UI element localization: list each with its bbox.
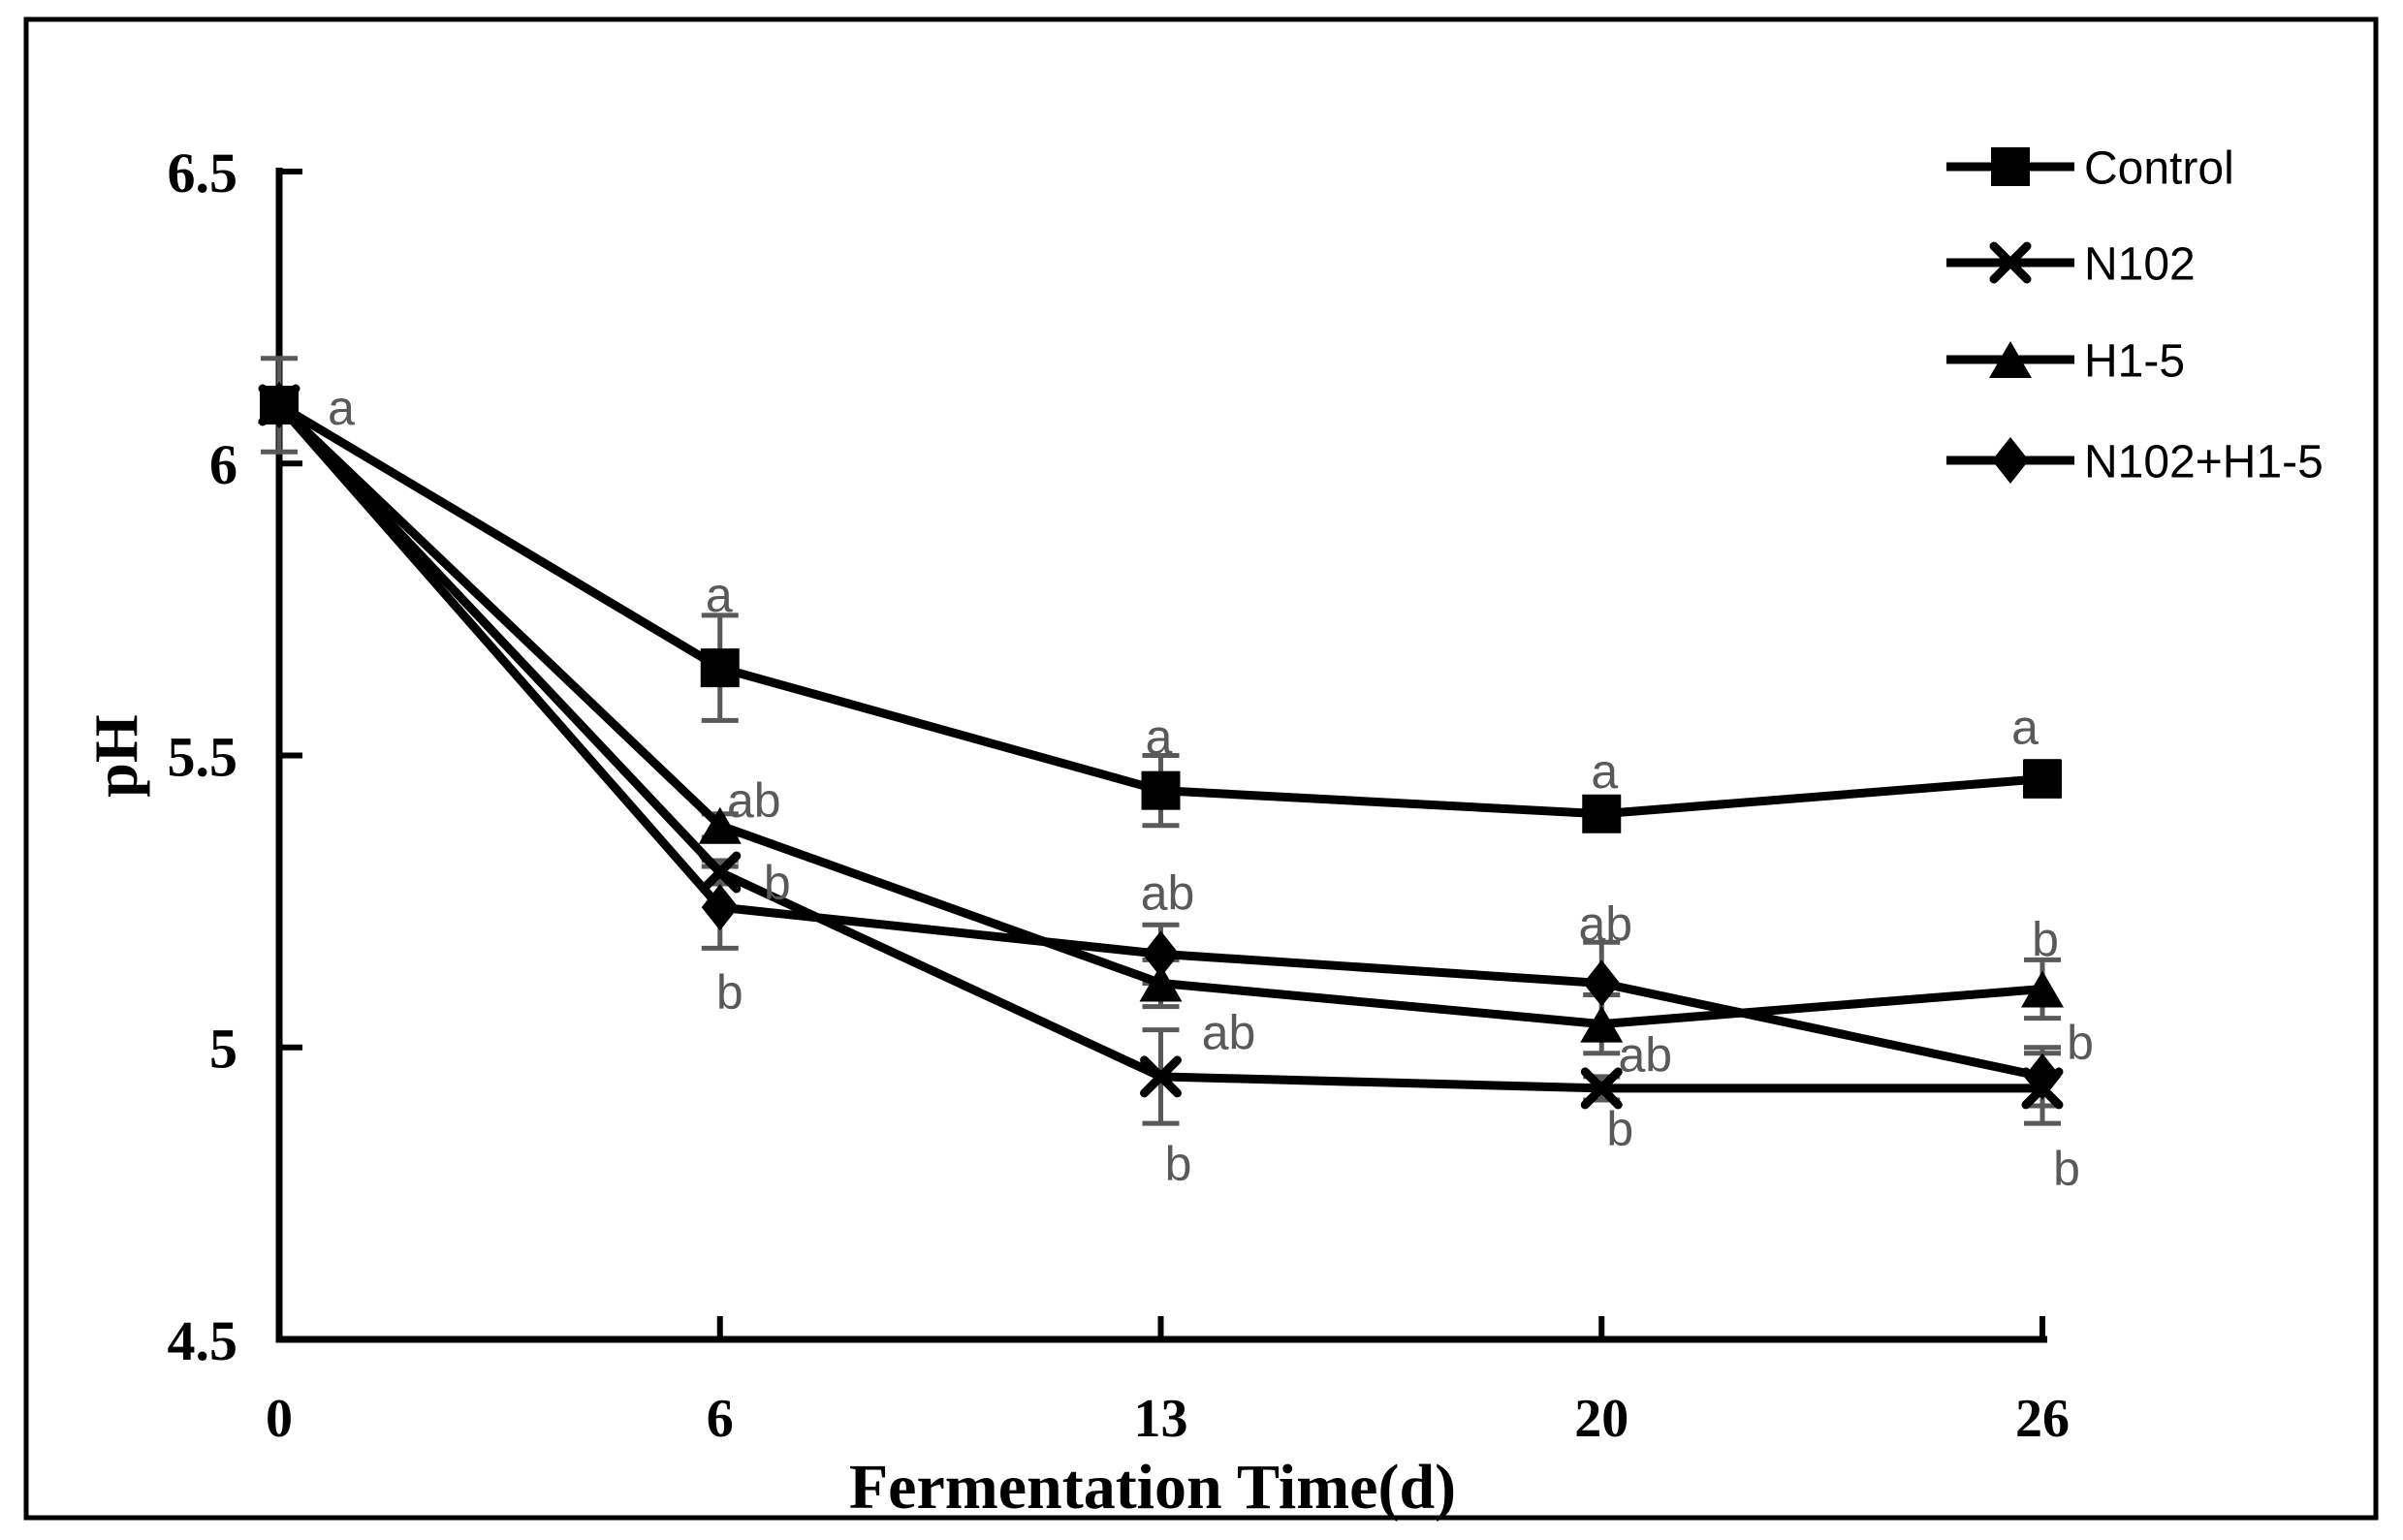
sig-letter-H1-5: b [2032, 913, 2059, 967]
sig-letter-N102+H1-5: ab [1578, 896, 1632, 951]
x-tick-label: 13 [1134, 1389, 1188, 1449]
sig-letter-N102: b [764, 856, 791, 910]
point-H1-5-d6-triangle-marker [698, 806, 742, 844]
sig-letter-N102+H1-5: ab [1141, 865, 1195, 920]
x-tick-label: 20 [1574, 1389, 1628, 1449]
legend-H1-5-triangle-marker [1989, 341, 2032, 378]
point-N102-d13-x-marker [1140, 1055, 1182, 1098]
y-tick-label: 4.5 [168, 1309, 238, 1372]
point-N102+H1-5-d26-diamond-marker [2024, 1053, 2061, 1100]
figure-border [23, 16, 2379, 1521]
point-N102-d6-x-marker [699, 851, 742, 894]
legend-label-N102+H1-5: N102+H1-5 [2084, 436, 2324, 487]
point-N102-d26-x-marker [2021, 1067, 2064, 1110]
point-N102+H1-5-d20-diamond-marker [1583, 959, 1621, 1007]
sig-letter-H1-5: ab [1618, 1028, 1672, 1083]
y-tick-label: 6 [209, 433, 237, 496]
point-H1-5-d13-triangle-marker [1139, 964, 1183, 1002]
point-N102+H1-5-d13-diamond-marker [1142, 930, 1180, 978]
x-tick-label: 0 [266, 1389, 293, 1449]
point-Control-d0-square-marker [260, 386, 299, 424]
point-Control-d20-square-marker [1582, 794, 1622, 833]
y-tick-label: 5.5 [168, 725, 238, 788]
point-N102+H1-5-d6-diamond-marker [701, 884, 739, 931]
sig-letter-Control: a [328, 381, 355, 435]
x-tick-label: 6 [707, 1389, 734, 1449]
y-tick-label: 6.5 [168, 141, 238, 204]
sig-letter-N102+H1-5: b [2067, 1016, 2094, 1070]
point-Control-d26-square-marker [2023, 759, 2062, 799]
x-tick-label: 26 [2015, 1389, 2070, 1449]
sig-letter-Control: a [1146, 710, 1173, 765]
y-axis-title: pH [81, 714, 150, 797]
legend-label-N102: N102 [2084, 238, 2196, 290]
sig-letter-N102: b [1165, 1137, 1192, 1191]
sig-letter-H1-5: ab [1202, 1005, 1256, 1059]
sig-letter-H1-5: ab [727, 773, 781, 828]
sig-letter-N102+H1-5: b [716, 965, 743, 1020]
legend-Control-square-marker [1991, 147, 2030, 186]
legend-N102+H1-5-diamond-marker [1992, 437, 2029, 484]
point-Control-d6-square-marker [700, 648, 740, 688]
legend-N102-x-marker [1989, 241, 2032, 284]
sig-letter-Control: a [706, 568, 733, 622]
sig-letter-N102: b [2053, 1142, 2080, 1196]
point-H1-5-d26-triangle-marker [2021, 970, 2064, 1008]
y-tick-label: 5 [209, 1018, 237, 1081]
point-H1-5-d20-triangle-marker [1580, 1005, 1624, 1043]
sig-letter-Control: a [1591, 744, 1618, 799]
legend-label-Control: Control [2084, 142, 2234, 194]
x-axis-title: Fermentation Time(d) [849, 1452, 1456, 1523]
point-N102-d20-x-marker [1580, 1067, 1623, 1110]
sig-letter-N102: b [1606, 1102, 1633, 1156]
legend-label-H1-5: H1-5 [2084, 335, 2185, 387]
sig-letter-Control: a [2011, 701, 2039, 755]
point-Control-d13-square-marker [1141, 770, 1181, 810]
